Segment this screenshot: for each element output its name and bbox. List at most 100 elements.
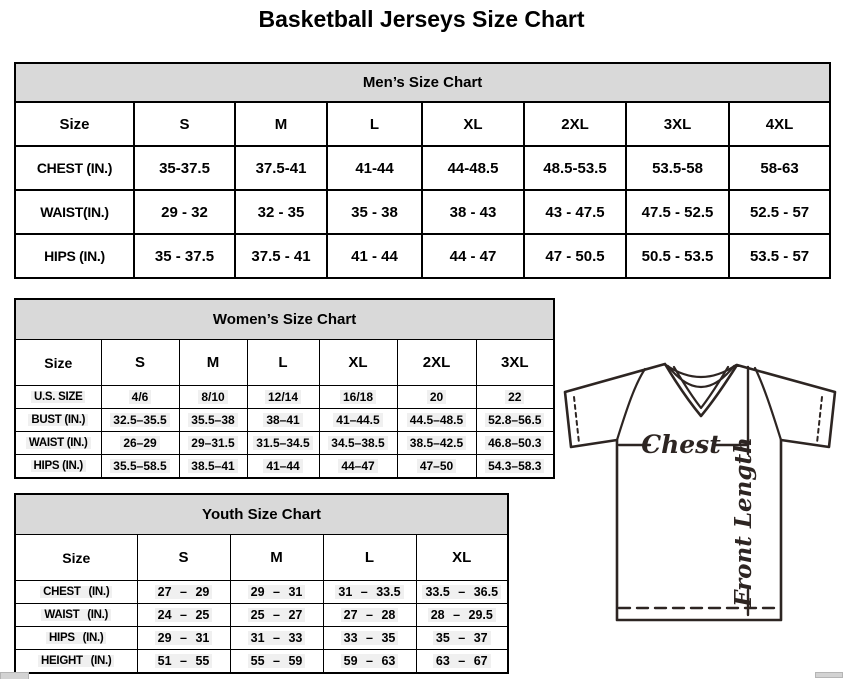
row-label: WAIST (IN.) xyxy=(14,431,102,455)
size-value-cell: 47–50 xyxy=(396,454,477,479)
size-value-cell: 58-63 xyxy=(727,145,832,191)
size-value-cell: 63 – 67 xyxy=(415,649,509,674)
size-value-cell: 28 – 29.5 xyxy=(415,603,509,627)
size-value-cell: 41-44 xyxy=(326,145,423,191)
size-value-cell: 44 - 47 xyxy=(421,233,525,279)
column-header: M xyxy=(234,101,328,147)
size-value-cell: 35.5–58.5 xyxy=(100,454,180,479)
size-value: 29–31.5 xyxy=(188,436,238,450)
size-value: 44–47 xyxy=(338,459,378,473)
row-label-text: HEIGHT (IN.) xyxy=(38,655,115,667)
chest-label: Chest xyxy=(641,430,721,459)
womens-size-table: Women’s Size Chart Size S M L XL 2XL 3XL… xyxy=(14,298,556,479)
size-value-cell: 51 – 55 xyxy=(136,649,231,674)
table-row: HEIGHT (IN.) 51 – 55 55 – 59 59 – 63 63 … xyxy=(14,649,509,674)
table-row: BUST (IN.) 32.5–35.5 35.5–38 38–41 41–44… xyxy=(14,408,555,432)
column-header: XL xyxy=(421,101,525,147)
column-header: S xyxy=(100,339,180,386)
column-header: Size xyxy=(14,101,135,147)
table-row: CHEST (IN.) 35-37.5 37.5-41 41-44 44-48.… xyxy=(14,145,832,191)
size-value-cell: 31 – 33.5 xyxy=(322,580,417,604)
collar-back-arc-outer xyxy=(664,363,738,378)
scrollbar-fragment-left[interactable] xyxy=(0,672,29,679)
row-label: BUST (IN.) xyxy=(14,408,102,432)
row-label: HEIGHT (IN.) xyxy=(14,649,138,674)
size-value: 41–44.5 xyxy=(333,413,383,427)
size-value-cell: 46.8–50.3 xyxy=(475,431,555,455)
column-header: L xyxy=(246,339,320,386)
table-row: Women’s Size Chart xyxy=(14,298,555,340)
size-value: 4/6 xyxy=(128,390,152,404)
row-label-text: U.S. SIZE xyxy=(31,391,86,403)
size-value: 59 – 63 xyxy=(340,654,399,668)
size-value: 54.3–58.3 xyxy=(485,459,545,473)
row-label-text: BUST (IN.) xyxy=(28,414,89,426)
cuff-dashed-line-right xyxy=(816,396,823,444)
size-value-cell: 25 – 27 xyxy=(229,603,324,627)
row-label: HIPS (IN.) xyxy=(14,454,102,479)
column-header: S xyxy=(136,534,231,581)
size-value: 47–50 xyxy=(416,459,457,473)
column-header: 2XL xyxy=(523,101,627,147)
size-value-cell: 37.5 - 41 xyxy=(234,233,328,279)
column-header: 4XL xyxy=(727,101,832,147)
table-row: WAIST(IN.) 29 - 32 32 - 35 35 - 38 38 - … xyxy=(14,189,832,235)
table-row: HIPS (IN.) 35 - 37.5 37.5 - 41 41 - 44 4… xyxy=(14,233,832,279)
row-label: HIPS (IN.) xyxy=(14,626,138,650)
size-value: 38–41 xyxy=(263,413,303,427)
column-header: L xyxy=(326,101,423,147)
size-value-cell: 4/6 xyxy=(100,385,180,409)
size-value-cell: 47 - 50.5 xyxy=(523,233,627,279)
size-value: 51 – 55 xyxy=(154,654,213,668)
size-value: 41–44 xyxy=(263,459,303,473)
table-row: Size S M L XL 2XL 3XL xyxy=(14,339,555,386)
size-value-cell: 38–41 xyxy=(246,408,320,432)
size-value-cell: 33 – 35 xyxy=(322,626,417,650)
size-value: 26–29 xyxy=(120,436,160,450)
size-value-cell: 52.8–56.5 xyxy=(475,408,555,432)
size-value-cell: 32.5–35.5 xyxy=(100,408,180,432)
size-value-cell: 38.5–42.5 xyxy=(396,431,477,455)
size-value: 38.5–42.5 xyxy=(406,436,467,450)
size-value: 52.8–56.5 xyxy=(485,413,545,427)
size-value: 8/10 xyxy=(198,390,228,404)
armhole-seam-right xyxy=(753,366,783,442)
size-value-cell: 41–44.5 xyxy=(318,408,398,432)
size-value-cell: 16/18 xyxy=(318,385,398,409)
row-label-text: HIPS (IN.) xyxy=(30,460,86,472)
size-value: 33.5 – 36.5 xyxy=(422,585,502,599)
size-value-cell: 29 – 31 xyxy=(229,580,324,604)
cuff-dashed-line-left xyxy=(573,396,580,444)
size-value: 29 – 31 xyxy=(154,631,213,645)
size-value: 28 – 29.5 xyxy=(427,608,496,622)
size-value-cell: 29–31.5 xyxy=(178,431,248,455)
page-title: Basketball Jerseys Size Chart xyxy=(258,6,585,32)
table-row: CHEST (IN.) 27 – 29 29 – 31 31 – 33.5 33… xyxy=(14,580,509,604)
column-header: XL xyxy=(415,534,509,581)
size-value-cell: 50.5 - 53.5 xyxy=(625,233,730,279)
size-value-cell: 33.5 – 36.5 xyxy=(415,580,509,604)
column-header: 3XL xyxy=(475,339,555,386)
size-value: 34.5–38.5 xyxy=(328,436,388,450)
table-row: HIPS (IN.) 35.5–58.5 38.5–41 41–44 44–47… xyxy=(14,454,555,479)
youth-size-table: Youth Size Chart Size S M L XL CHEST (IN… xyxy=(14,493,510,674)
row-label-text: HIPS (IN.) xyxy=(46,632,107,644)
row-label: CHEST (IN.) xyxy=(14,580,138,604)
size-value: 55 – 59 xyxy=(247,654,306,668)
column-header: M xyxy=(178,339,248,386)
table-row: Size S M L XL xyxy=(14,534,509,581)
size-value-cell: 44.5–48.5 xyxy=(396,408,477,432)
row-label-text: WAIST (IN.) xyxy=(41,609,112,621)
table-row: WAIST (IN.) 26–29 29–31.5 31.5–34.5 34.5… xyxy=(14,431,555,455)
table-title: Women’s Size Chart xyxy=(14,298,555,340)
size-value-cell: 24 – 25 xyxy=(136,603,231,627)
size-value-cell: 22 xyxy=(475,385,555,409)
size-value: 29 – 31 xyxy=(247,585,306,599)
scrollbar-fragment-right[interactable] xyxy=(815,672,843,678)
column-header: S xyxy=(133,101,236,147)
size-value-cell: 32 - 35 xyxy=(234,189,328,235)
size-value-cell: 29 - 32 xyxy=(133,189,236,235)
size-value: 16/18 xyxy=(339,390,377,404)
size-value-cell: 31.5–34.5 xyxy=(246,431,320,455)
